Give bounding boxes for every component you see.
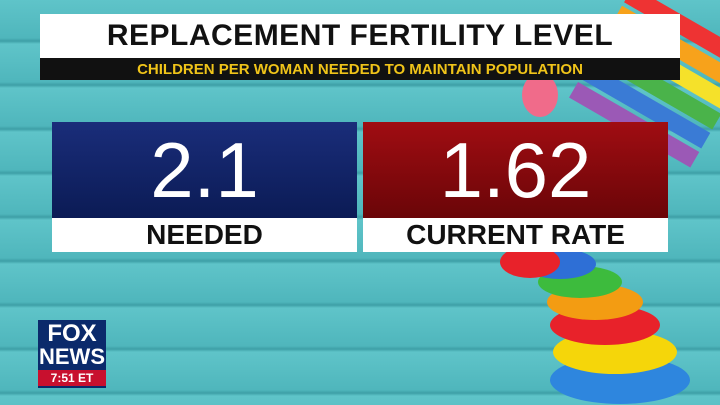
logo-text: NEWS bbox=[39, 344, 105, 369]
stat-value: 1.62 bbox=[363, 122, 668, 218]
subtitle: CHILDREN PER WOMAN NEEDED TO MAINTAIN PO… bbox=[40, 58, 680, 80]
stat-label: CURRENT RATE bbox=[363, 218, 668, 252]
time: 7:51 ET bbox=[38, 370, 106, 386]
network-logo: FOX NEWS 7:51 ET bbox=[38, 320, 106, 388]
stat-value: 2.1 bbox=[52, 122, 357, 218]
logo-text: FOX bbox=[47, 320, 97, 347]
title: REPLACEMENT FERTILITY LEVEL bbox=[40, 14, 680, 58]
stat-card: 2.1 NEEDED bbox=[52, 122, 357, 252]
stat-label: NEEDED bbox=[52, 218, 357, 252]
stat-card: 1.62 CURRENT RATE bbox=[363, 122, 668, 252]
